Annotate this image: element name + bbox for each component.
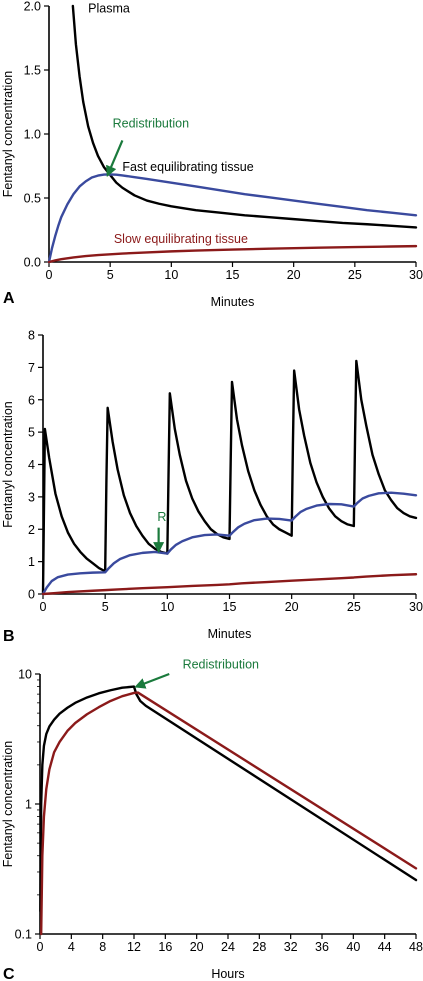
x-tick-label: 20 xyxy=(190,940,204,954)
x-axis-label: Minutes xyxy=(211,295,255,309)
x-tick-label: 8 xyxy=(99,940,106,954)
y-tick-label: 2.0 xyxy=(24,0,41,14)
y-tick-label: 0.5 xyxy=(24,192,41,206)
y-axis-label: Fentanyl concentration xyxy=(1,401,15,528)
panel-letter: A xyxy=(3,290,15,307)
y-tick-label: 4 xyxy=(28,458,35,472)
x-tick-label: 28 xyxy=(252,940,266,954)
x-tick-label: 48 xyxy=(409,940,423,954)
y-tick-label: 0.1 xyxy=(15,928,32,942)
y-tick-label: 1.5 xyxy=(24,64,41,78)
x-tick-label: 30 xyxy=(409,600,423,614)
x-tick-label: 20 xyxy=(285,600,299,614)
y-tick-label: 0 xyxy=(28,588,35,602)
x-axis-label: Minutes xyxy=(208,627,252,641)
x-tick-label: 16 xyxy=(158,940,172,954)
panel-letter: C xyxy=(3,966,15,981)
x-tick-label: 5 xyxy=(102,600,109,614)
series-line-fast xyxy=(47,173,418,264)
x-tick-label: 24 xyxy=(221,940,235,954)
series-line-slow xyxy=(47,244,418,264)
y-tick-label: 0.0 xyxy=(24,256,41,270)
y-tick-label: 5 xyxy=(28,426,35,440)
x-tick-label: 15 xyxy=(223,600,237,614)
x-tick-label: 10 xyxy=(164,268,178,282)
y-tick-label: 1.0 xyxy=(24,128,41,142)
x-tick-label: 5 xyxy=(107,268,114,282)
series-line-plasma xyxy=(41,359,418,596)
annotation-label: Redistribution xyxy=(113,117,189,131)
x-tick-label: 4 xyxy=(68,940,75,954)
x-tick-label: 32 xyxy=(284,940,298,954)
y-axis-label: Fentanyl concentration xyxy=(1,741,15,868)
y-tick-label: 6 xyxy=(28,393,35,407)
x-tick-label: 25 xyxy=(347,600,361,614)
annotation-label: Plasma xyxy=(88,1,130,15)
x-tick-label: 25 xyxy=(348,268,362,282)
panel-b: 0 5 10 15 20 25 30 0 1 2 3 4 5 6 7 8 Minutes Fentanyl con… xyxy=(1,329,423,646)
x-tick-label: 44 xyxy=(378,940,392,954)
series-line-slow xyxy=(39,691,418,936)
x-tick-label: 30 xyxy=(409,268,423,282)
annotation-label: Slow equilibrating tissue xyxy=(114,232,248,246)
x-tick-label: 0 xyxy=(46,268,53,282)
panel-c: 0 4 8 12 16 20 24 28 32 36 40 44 480.1110HoursFentan… xyxy=(1,658,423,981)
y-tick-label: 3 xyxy=(28,490,35,504)
annotation-label: Fast equilibrating tissue xyxy=(122,160,253,174)
x-tick-label: 36 xyxy=(315,940,329,954)
y-tick-label: 10 xyxy=(18,668,32,682)
annotation-arrow xyxy=(106,139,124,177)
y-tick-label: 7 xyxy=(28,361,35,375)
annotation-label: Redistribution xyxy=(183,658,259,672)
x-tick-label: 40 xyxy=(346,940,360,954)
panel-a: 0 5 10 15 20 25 30 0.0 0.5 1.0 1.5 2.0 Minutes Fentan… xyxy=(1,0,423,309)
series-line-fast xyxy=(41,491,418,596)
x-axis-label: Hours xyxy=(211,967,244,981)
x-tick-label: 15 xyxy=(226,268,240,282)
y-tick-label: 1 xyxy=(25,798,32,812)
y-tick-label: 1 xyxy=(28,555,35,569)
x-tick-label: 12 xyxy=(127,940,141,954)
series-line-slow xyxy=(41,573,418,596)
y-tick-label: 8 xyxy=(28,329,35,343)
x-tick-label: 20 xyxy=(287,268,301,282)
series-line-plasma xyxy=(71,4,418,229)
panel-letter: B xyxy=(3,628,15,645)
annotation-label: R xyxy=(157,510,166,524)
annotation-arrow xyxy=(134,672,170,689)
y-axis-label: Fentanyl concentration xyxy=(1,71,15,198)
series-line-plasma xyxy=(39,685,418,913)
x-tick-label: 0 xyxy=(37,940,44,954)
x-tick-label: 10 xyxy=(160,600,174,614)
x-tick-label: 0 xyxy=(40,600,47,614)
y-tick-label: 2 xyxy=(28,523,35,537)
